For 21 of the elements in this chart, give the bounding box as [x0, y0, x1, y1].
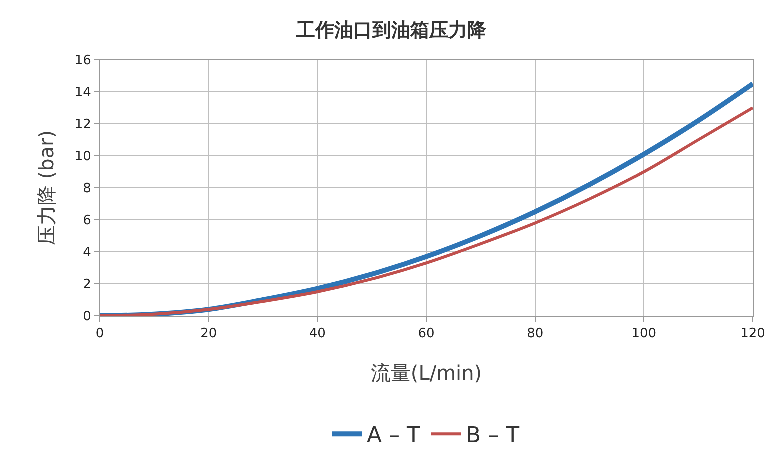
y-tick-label: 10 [74, 150, 92, 165]
x-tick-label: 60 [418, 326, 435, 342]
legend-label: A – T [367, 424, 422, 449]
x-tick-label: 40 [309, 326, 326, 342]
y-tick-label: 14 [74, 86, 92, 101]
y-tick-label: 16 [74, 54, 92, 69]
x-axis-title: 流量(L/min) [370, 361, 482, 386]
y-tick-label: 2 [83, 278, 92, 293]
x-tick-label: 120 [740, 326, 766, 342]
y-tick-label: 6 [83, 214, 92, 229]
x-tick-label: 0 [96, 326, 104, 342]
y-tick-label: 4 [83, 246, 92, 261]
x-tick-label: 20 [200, 326, 218, 342]
y-tick-label: 8 [83, 182, 92, 197]
y-tick-label: 0 [83, 310, 92, 325]
y-tick-label: 12 [74, 118, 92, 133]
x-tick-label: 80 [527, 326, 544, 342]
legend-label: B – T [466, 424, 520, 449]
y-axis-title: 压力降 (bar) [34, 130, 58, 246]
x-tick-label: 100 [632, 326, 657, 342]
chart-title: 工作油口到油箱压力降 [296, 20, 488, 42]
